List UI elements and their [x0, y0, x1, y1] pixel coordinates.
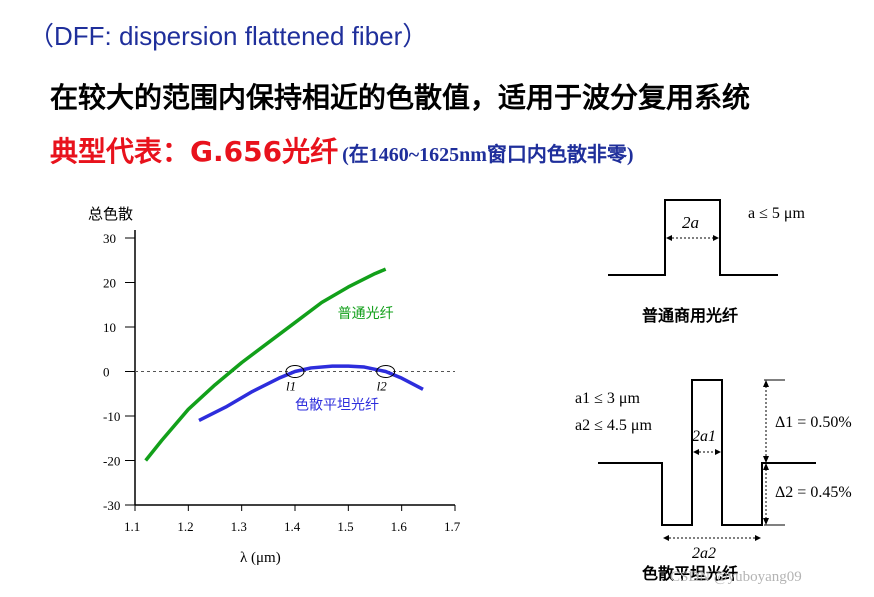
arrow-head-up: [763, 380, 769, 387]
x-tick-label: 1.7: [444, 519, 461, 534]
y-tick-label: 20: [103, 276, 116, 291]
a1-condition: a1 ≤ 3 μm: [575, 390, 640, 407]
typical-example-note: (在1460~1625nm窗口内色散非零): [342, 144, 634, 166]
arrow-head-left: [663, 535, 669, 541]
description-line: 在较大的范围内保持相近的色散值，适用于波分复用系统: [50, 81, 751, 114]
crossing-label: l2: [377, 379, 388, 394]
arrow-head-left: [666, 235, 672, 241]
chart-xlabel: λ (μm): [240, 550, 281, 566]
series-label: 普通光纤: [338, 306, 394, 322]
arrow-head-right: [713, 235, 719, 241]
arrow-head-down: [763, 518, 769, 525]
step-index-profile: 2a a ≤ 5 μm 普通商用光纤: [608, 199, 805, 325]
x-tick-label: 1.1: [124, 519, 140, 534]
x-tick-label: 1.5: [337, 519, 353, 534]
step-width-label: 2a: [682, 213, 699, 232]
delta2-label: Δ2 = 0.45%: [775, 484, 852, 501]
x-tick-label: 1.4: [284, 519, 301, 534]
x-tick-label: 1.3: [231, 519, 247, 534]
arrow-head-left: [693, 449, 699, 455]
crossing-marker: [376, 365, 396, 378]
x-tick-label: 1.6: [391, 519, 408, 534]
series-line: [198, 364, 424, 423]
series-label: 色散平坦光纤: [295, 396, 379, 413]
step-condition: a ≤ 5 μm: [748, 205, 805, 222]
delta1-label: Δ1 = 0.50%: [775, 414, 852, 431]
typical-example-label: 典型代表：G.656光纤: [50, 135, 339, 168]
slide-title: （DFF: dispersion flattened fiber）: [28, 21, 429, 51]
crossing-label: l1: [286, 379, 296, 394]
x-tick-label: 1.2: [177, 519, 193, 534]
arrow-head-up: [763, 463, 769, 470]
step-caption: 普通商用光纤: [642, 306, 738, 325]
typical-example-line: 典型代表：G.656光纤 (在1460~1625nm窗口内色散非零): [50, 130, 634, 170]
y-tick-label: -10: [103, 409, 120, 424]
y-tick-label: 0: [103, 365, 110, 380]
w-index-profile: a1 ≤ 3 μm a2 ≤ 4.5 μm 2a1 2a2 Δ1 = 0.50%…: [575, 379, 852, 585]
series-line: [144, 267, 387, 462]
step-profile-line: [608, 199, 778, 276]
arrow-head-down: [763, 456, 769, 463]
chart-ylabel: 总色散: [88, 205, 133, 223]
y-tick-label: -30: [103, 498, 120, 513]
inner-width-label: 2a1: [692, 428, 716, 445]
watermark: CSDN @yuboyang09: [670, 569, 802, 585]
arrow-head-right: [755, 535, 761, 541]
a2-condition: a2 ≤ 4.5 μm: [575, 417, 652, 434]
outer-width-label: 2a2: [692, 545, 716, 562]
crossing-marker: [285, 365, 305, 378]
y-tick-label: -20: [103, 454, 120, 469]
dispersion-chart: 30 20 10 0 -10 -20 -30 1.1 1.2 1.3 1.4 1.5 1.6 1.7 普通…: [88, 205, 461, 566]
y-tick-label: 10: [103, 320, 116, 335]
w-profile-line: [598, 379, 816, 526]
y-tick-label: 30: [103, 231, 116, 246]
w-caption: 色散平坦光纤: [642, 564, 738, 583]
arrow-head-right: [715, 449, 721, 455]
